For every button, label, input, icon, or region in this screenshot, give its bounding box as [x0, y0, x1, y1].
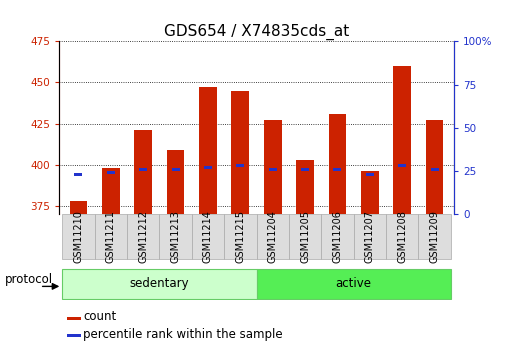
- Bar: [353, 214, 386, 259]
- Bar: [296, 160, 314, 214]
- Bar: [328, 114, 346, 214]
- Bar: [361, 171, 379, 214]
- Text: GSM11209: GSM11209: [429, 210, 440, 263]
- Bar: [393, 66, 411, 214]
- Text: GSM11208: GSM11208: [397, 210, 407, 263]
- Text: GSM11210: GSM11210: [73, 210, 84, 263]
- Text: sedentary: sedentary: [130, 277, 189, 290]
- Text: GSM11206: GSM11206: [332, 210, 343, 263]
- Bar: [430, 168, 439, 171]
- Text: active: active: [336, 277, 371, 290]
- Bar: [301, 168, 309, 171]
- Bar: [160, 214, 192, 259]
- Text: GSM11213: GSM11213: [170, 210, 181, 263]
- Bar: [94, 214, 127, 259]
- Bar: [398, 164, 406, 167]
- Bar: [74, 173, 83, 176]
- Text: GSM11215: GSM11215: [235, 210, 245, 263]
- Bar: [192, 214, 224, 259]
- Bar: [102, 168, 120, 214]
- Bar: [167, 150, 185, 214]
- Text: protocol: protocol: [5, 273, 53, 286]
- Bar: [333, 168, 342, 171]
- Bar: [107, 171, 115, 174]
- Bar: [62, 269, 256, 298]
- Bar: [321, 214, 353, 259]
- Bar: [127, 214, 160, 259]
- Bar: [139, 168, 147, 171]
- Text: GSM11212: GSM11212: [138, 210, 148, 263]
- Bar: [171, 168, 180, 171]
- Text: percentile rank within the sample: percentile rank within the sample: [84, 327, 283, 341]
- Bar: [67, 317, 81, 320]
- Bar: [224, 214, 256, 259]
- Text: GSM11207: GSM11207: [365, 210, 375, 263]
- Text: GSM11204: GSM11204: [268, 210, 278, 263]
- Bar: [256, 214, 289, 259]
- Bar: [231, 91, 249, 214]
- Title: GDS654 / X74835cds_at: GDS654 / X74835cds_at: [164, 24, 349, 40]
- Bar: [134, 130, 152, 214]
- Bar: [236, 164, 244, 167]
- Text: GSM11214: GSM11214: [203, 210, 213, 263]
- Bar: [264, 120, 282, 214]
- Text: count: count: [84, 310, 117, 324]
- Bar: [256, 269, 451, 298]
- Bar: [62, 214, 94, 259]
- Bar: [426, 120, 443, 214]
- Bar: [70, 201, 87, 214]
- Bar: [366, 173, 374, 176]
- Bar: [386, 214, 419, 259]
- Bar: [269, 168, 277, 171]
- Text: GSM11211: GSM11211: [106, 210, 116, 263]
- Bar: [67, 334, 81, 337]
- Bar: [199, 87, 217, 214]
- Bar: [419, 214, 451, 259]
- Bar: [204, 166, 212, 169]
- Text: GSM11205: GSM11205: [300, 210, 310, 263]
- Bar: [289, 214, 321, 259]
